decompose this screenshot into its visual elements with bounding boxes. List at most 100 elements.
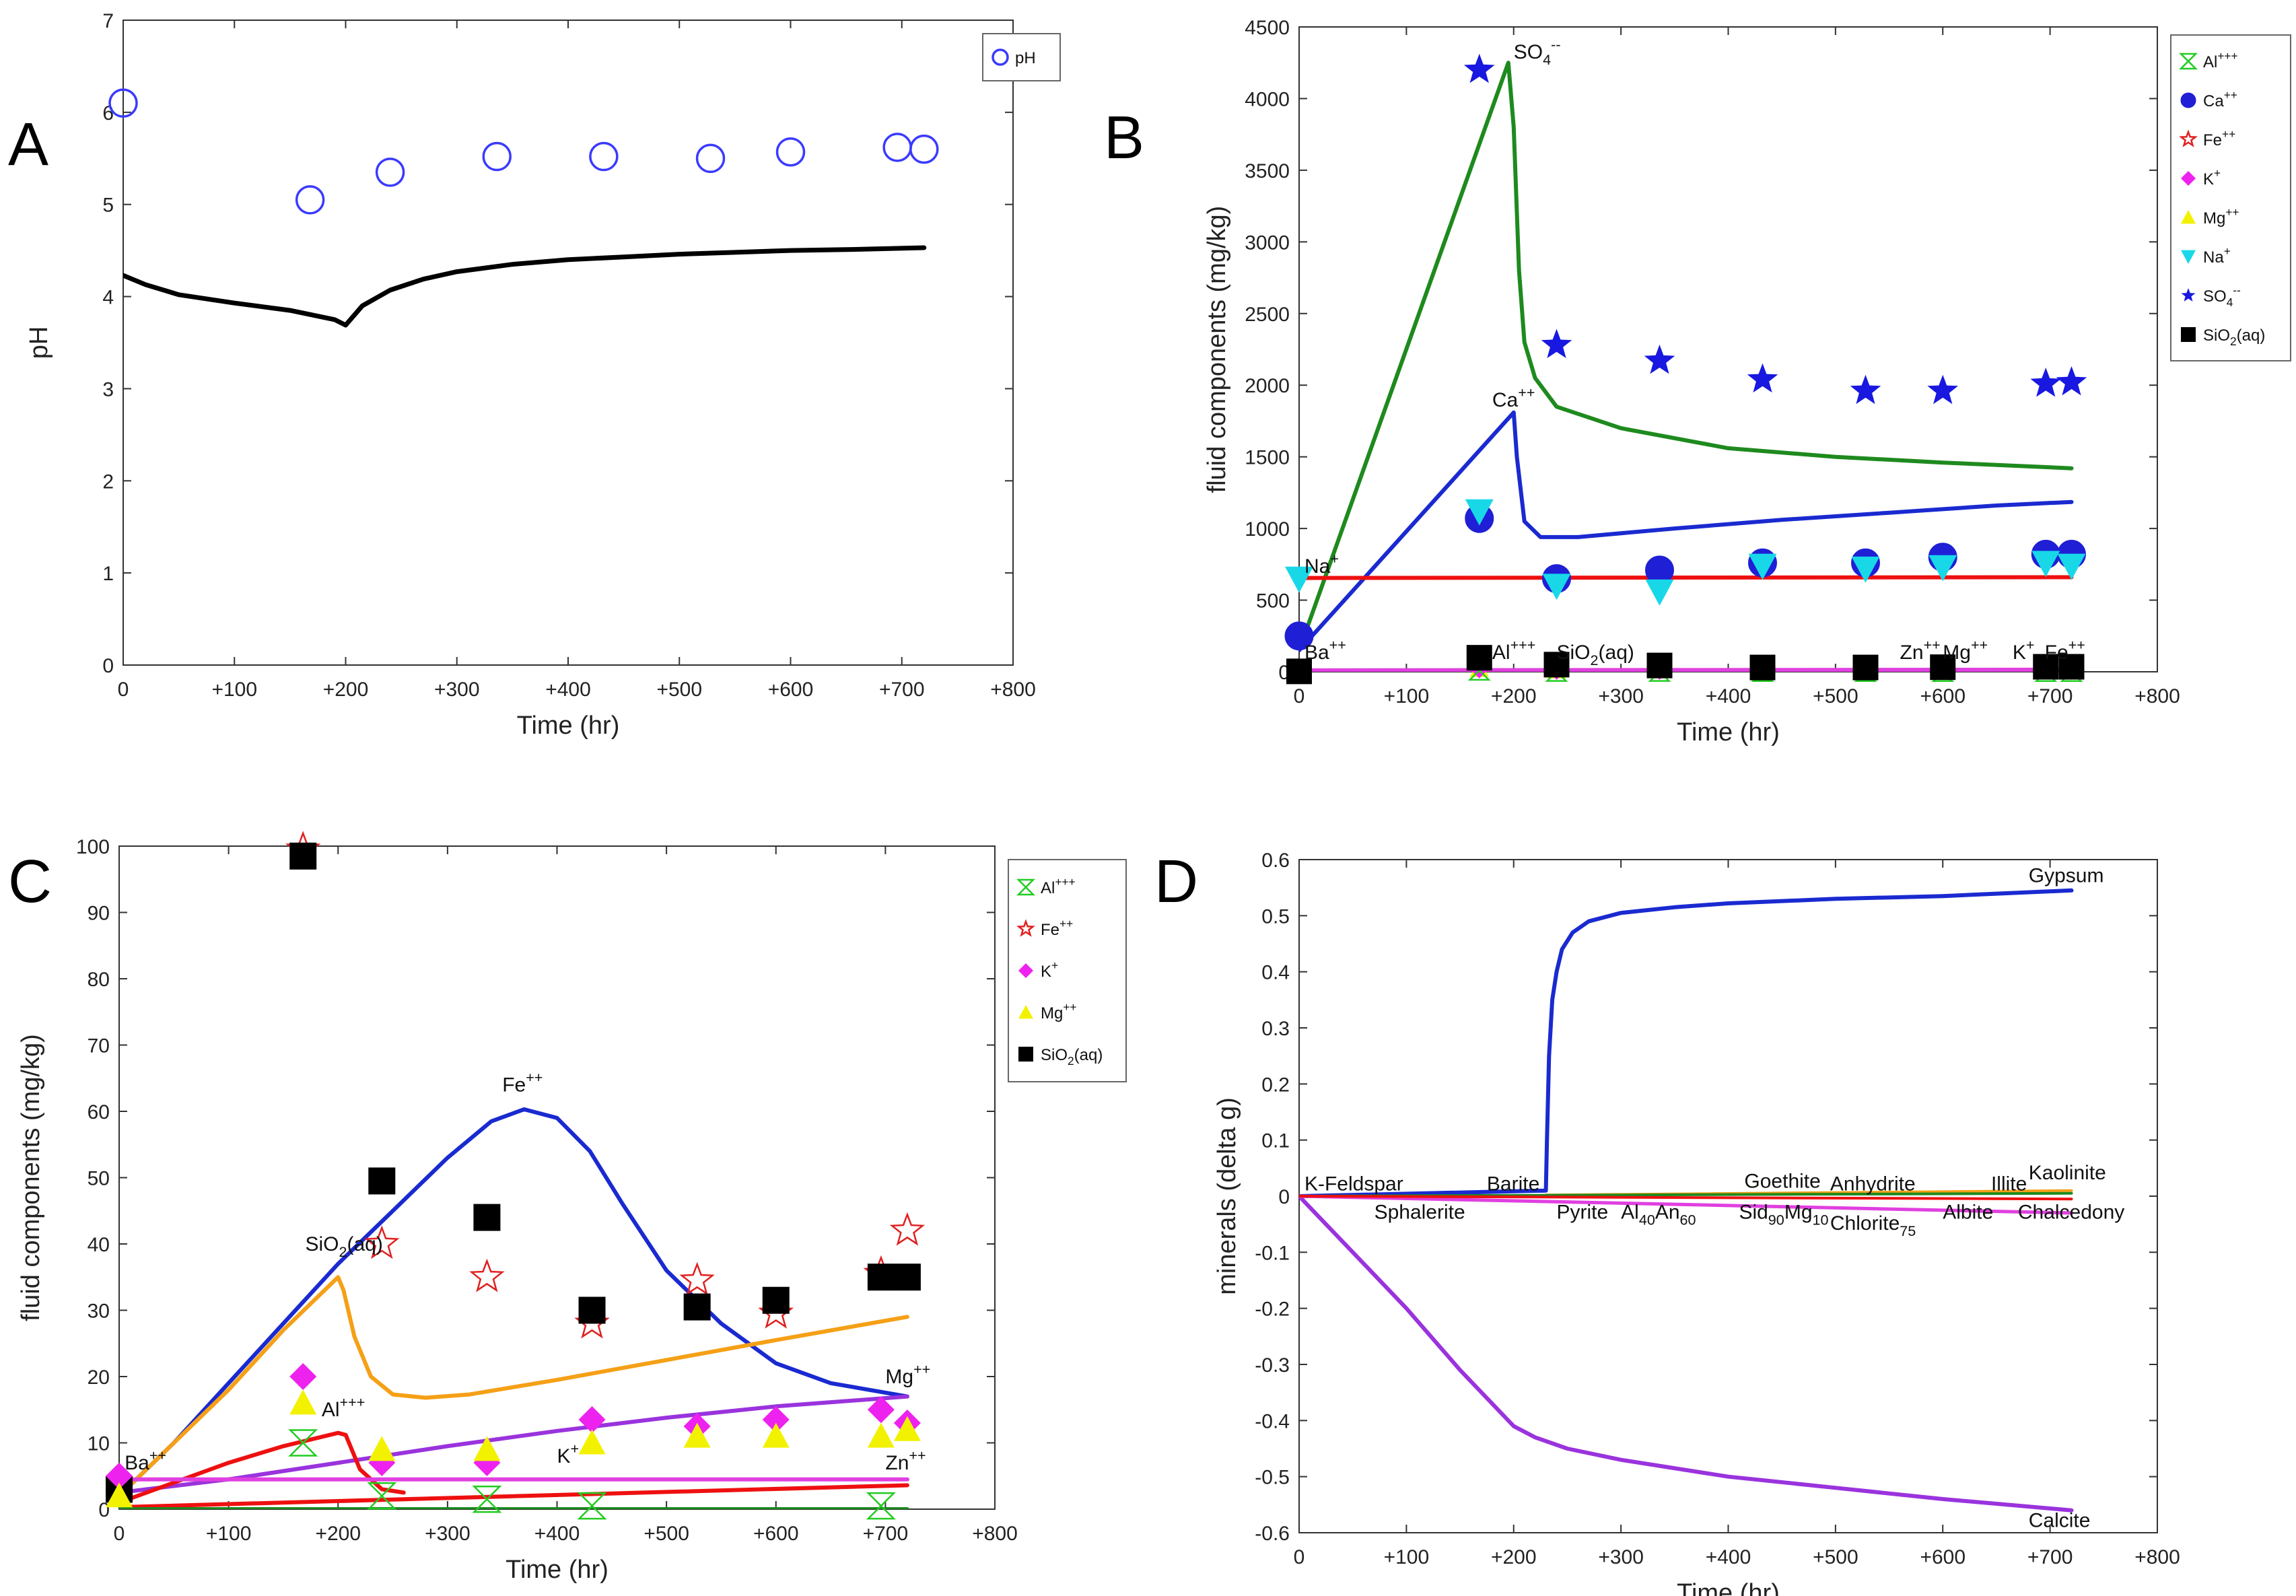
panel-b-x-tick-label: +800: [2134, 685, 2180, 707]
panel-c-x-tick-label: +700: [863, 1523, 909, 1545]
panel-c-point-k: [762, 1406, 790, 1434]
panel-d-annotation-calcite: Calcite: [2029, 1510, 2091, 1532]
panel-c-point-mg: [106, 1482, 133, 1508]
panel-c-annotation-k: K+: [557, 1441, 580, 1468]
panel-d-y-axis-label: minerals (delta g): [1213, 1097, 1241, 1295]
panel-c-legend-marker-al: [1016, 878, 1036, 896]
panel-a-x-tick-label: +600: [768, 679, 814, 701]
panel-a-point-ph: [295, 185, 325, 215]
panel-c-point-al: [577, 1492, 607, 1520]
panel-c-annotation-al: Al+++: [322, 1394, 366, 1422]
panel-d-y-tick-label: -0.2: [1255, 1298, 1290, 1321]
panel-c-point-sio2-aq: [578, 1296, 606, 1324]
panel-a-x-tick-label: +200: [323, 679, 369, 701]
panel-d-annotation-illite: Illite: [1991, 1173, 2027, 1195]
panel-b-point-sio2-aq: [2033, 654, 2059, 680]
panel-d-line-albite: [1299, 1194, 2073, 1215]
panel-b-x-tick-label: +500: [1813, 685, 1858, 707]
panel-b-y-tick-label: 3500: [1245, 160, 1290, 182]
panel-c-point-mg: [762, 1422, 790, 1448]
panel-b-point-sio2-aq: [2058, 654, 2085, 680]
panel-c-x-tick-label: +800: [972, 1523, 1018, 1545]
panel-b-x-tick-label: +200: [1491, 685, 1537, 707]
panel-d-y-tick-label: 0.5: [1261, 905, 1290, 928]
panel-c-legend-label-fe: Fe++: [1041, 917, 1073, 939]
panel-b-point-sio2-aq: [1852, 654, 1879, 681]
panel-b-x-tick-label: +600: [1920, 685, 1965, 707]
panel-b-point-so4: [2056, 366, 2087, 396]
panel-b-annotation-ca: Ca++: [1492, 384, 1535, 412]
panel-d-y-tick-label: 0.2: [1261, 1074, 1290, 1096]
panel-b-point-na: [1285, 566, 1313, 593]
panel-b-legend: Al+++ Ca++ Fe++ K+ Mg++ Na+ SO4-- SiO2(aq): [2170, 34, 2291, 361]
panel-a-line-ph-model: [123, 245, 927, 328]
panel-d-x-tick-label: +100: [1384, 1546, 1430, 1568]
panel-c-y-tick-label: 20: [88, 1366, 110, 1389]
panel-b-legend-marker-fe: [2179, 129, 2198, 147]
panel-d-line-gypsum: [1299, 888, 2074, 1198]
panel-b-point-so4: [1463, 53, 1495, 83]
panel-c-chart: 0 +100 +200 +300 +400 +500 +600 +700 +800 0 10 20 30…: [17, 831, 1127, 1584]
panel-b-legend-marker-al: [2178, 53, 2198, 70]
panel-c-x-tick-label: +500: [643, 1523, 689, 1545]
panel-d-annotation-albite: Albite: [1943, 1201, 1993, 1223]
panel-d-y-tick-label: 0.4: [1261, 962, 1290, 984]
panel-b-annotation-k: K+: [2013, 636, 2035, 664]
panel-letter-a: A: [8, 111, 48, 178]
panel-c-legend-label-k: K+: [1041, 959, 1058, 981]
panel-d-annotation-anhydrite: Anhydrite: [1830, 1173, 1916, 1195]
panel-b-annotation-sio2-aq: SiO2(aq): [1557, 641, 1634, 668]
panel-c-point-mg: [683, 1422, 711, 1448]
panel-d-line-calcite: [1299, 1194, 2074, 1513]
panel-a-legend: pH: [982, 33, 1061, 81]
panel-c-point-k: [578, 1406, 606, 1434]
panel-c-annotation-ba: Ba++: [125, 1447, 166, 1474]
panel-c-annotation-zn: Zn++: [885, 1447, 926, 1474]
panel-d-x-tick-label: +700: [2027, 1546, 2073, 1568]
panel-b-legend-marker-mg: [2181, 210, 2196, 224]
panel-b-legend-marker-ca: [2180, 92, 2196, 108]
panel-a-x-tick-label: +100: [211, 679, 257, 701]
panel-d-y-tick-label: -0.6: [1255, 1523, 1290, 1545]
panel-a-x-tick-label: +400: [545, 679, 591, 701]
panel-b-point-na: [1542, 574, 1571, 600]
panel-c-y-tick-label: 60: [88, 1101, 110, 1123]
panel-d-x-tick-label: +400: [1706, 1546, 1751, 1568]
panel-b-annotation-ba: Ba++: [1304, 636, 1346, 664]
panel-c-point-fe: [469, 1258, 505, 1292]
panel-a-x-tick-label: +300: [434, 679, 480, 701]
panel-a-y-tick-label: 0: [102, 655, 114, 677]
panel-c-line-sio2-aq-model: [119, 1275, 909, 1498]
panel-c-y-tick-label: 100: [76, 836, 110, 858]
panel-c-point-mg: [473, 1436, 501, 1461]
panel-b-point-so4: [1927, 374, 1959, 405]
panel-c-legend-marker-sio2-aq: [1018, 1047, 1033, 1062]
panel-b-y-tick-label: 4500: [1245, 17, 1290, 39]
panel-b-x-tick-label: +300: [1598, 685, 1644, 707]
panel-c-y-tick-label: 90: [88, 903, 110, 925]
panel-b-annotation-zn: Zn++: [1900, 636, 1941, 664]
panel-c-line-zn-model: [119, 1483, 909, 1509]
panel-b-point-na: [1928, 555, 1957, 582]
panel-b-legend-label-ca: Ca++: [2203, 88, 2237, 110]
panel-c-y-tick-label: 50: [88, 1168, 110, 1190]
panel-a-chart: 0 +100 +200 +300 +400 +500 +600 +700 +800 0 1 2 3 4 5 6…: [25, 10, 1061, 740]
panel-c-y-tick-label: 30: [88, 1300, 110, 1323]
panel-c-legend: Al+++ Fe++ K+ Mg++ SiO2(aq): [1008, 859, 1127, 1082]
panel-a-y-axis-label: pH: [25, 326, 53, 359]
panel-c-data-markers: [106, 831, 926, 1520]
panel-a-x-tick-label: +700: [879, 679, 925, 701]
panel-b-point-sio2-aq: [1286, 658, 1312, 685]
panel-d-x-axis-label: Time (hr): [1677, 1579, 1780, 1596]
panel-c-point-fe: [364, 1225, 400, 1259]
panel-b-y-tick-label: 3000: [1245, 232, 1290, 254]
panel-b-x-tick-label: 0: [1294, 685, 1305, 707]
panel-b-legend-label-sio2-aq: SiO2(aq): [2203, 326, 2265, 348]
panel-d-y-tick-label: 0.3: [1261, 1018, 1290, 1040]
panel-a-point-ph: [375, 158, 405, 187]
panel-c-y-tick-label: 40: [88, 1234, 110, 1256]
panel-a-point-ph: [482, 141, 512, 172]
panel-a-y-tick-label: 3: [102, 378, 114, 401]
panel-b-legend-label-al: Al+++: [2203, 49, 2238, 71]
panel-a-y-tick-label: 6: [102, 102, 114, 125]
